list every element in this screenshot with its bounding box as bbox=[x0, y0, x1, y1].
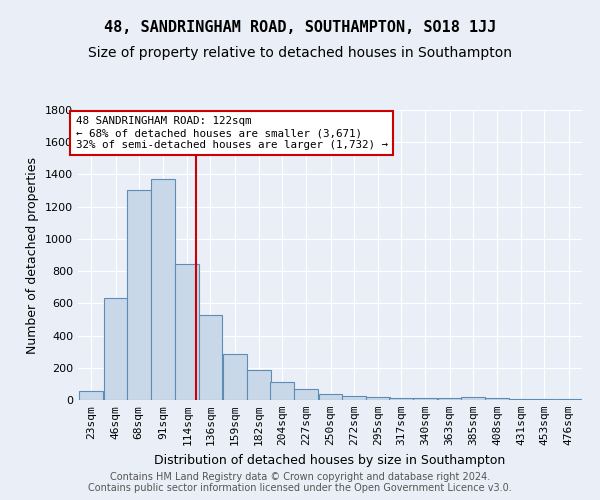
Text: 48, SANDRINGHAM ROAD, SOUTHAMPTON, SO18 1JJ: 48, SANDRINGHAM ROAD, SOUTHAMPTON, SO18 … bbox=[104, 20, 496, 35]
Bar bbox=[389, 398, 413, 400]
X-axis label: Distribution of detached houses by size in Southampton: Distribution of detached houses by size … bbox=[154, 454, 506, 466]
Bar bbox=[175, 264, 199, 400]
Bar bbox=[223, 354, 247, 400]
Bar bbox=[485, 398, 509, 400]
Bar bbox=[413, 398, 437, 400]
Text: 48 SANDRINGHAM ROAD: 122sqm
← 68% of detached houses are smaller (3,671)
32% of : 48 SANDRINGHAM ROAD: 122sqm ← 68% of det… bbox=[76, 116, 388, 150]
Bar bbox=[342, 396, 365, 400]
Bar bbox=[199, 316, 222, 400]
Bar bbox=[461, 397, 485, 400]
Bar bbox=[438, 398, 461, 400]
Bar bbox=[127, 190, 151, 400]
Bar bbox=[247, 370, 271, 400]
Bar bbox=[533, 399, 556, 400]
Bar bbox=[366, 397, 390, 400]
Bar bbox=[319, 394, 343, 400]
Bar bbox=[151, 180, 175, 400]
Bar bbox=[509, 398, 533, 400]
Bar bbox=[270, 382, 294, 400]
Bar bbox=[104, 298, 127, 400]
Bar bbox=[557, 399, 581, 400]
Bar bbox=[295, 388, 318, 400]
Text: Contains HM Land Registry data © Crown copyright and database right 2024.
Contai: Contains HM Land Registry data © Crown c… bbox=[88, 472, 512, 494]
Y-axis label: Number of detached properties: Number of detached properties bbox=[26, 156, 40, 354]
Bar bbox=[79, 391, 103, 400]
Text: Size of property relative to detached houses in Southampton: Size of property relative to detached ho… bbox=[88, 46, 512, 60]
